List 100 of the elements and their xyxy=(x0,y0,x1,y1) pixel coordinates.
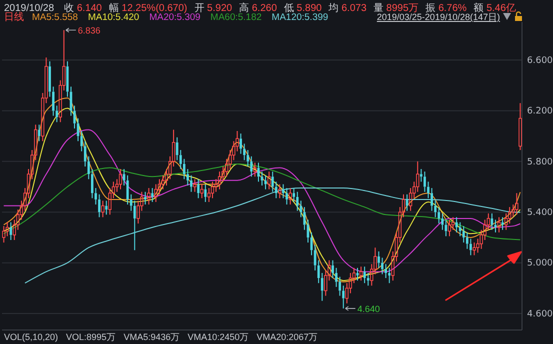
y-tick-label: 6.200 xyxy=(527,106,553,117)
candlestick xyxy=(253,162,257,178)
line-series xyxy=(24,188,521,284)
candlestick xyxy=(136,200,140,224)
candlestick xyxy=(236,130,239,152)
text: 量 8995万 xyxy=(374,3,419,14)
text: MA10:5.420 xyxy=(88,12,140,23)
candlestick xyxy=(250,156,253,178)
candlestick xyxy=(278,184,282,199)
candlestick xyxy=(267,171,271,190)
candlestick xyxy=(151,188,154,202)
text: 高 6.260 xyxy=(239,2,278,14)
candlestick xyxy=(490,212,494,230)
candlestick xyxy=(76,118,80,142)
candlestick xyxy=(381,257,384,275)
text: 幅 12.25%(0.670) xyxy=(108,2,188,14)
candlestick xyxy=(444,219,448,237)
candlestick xyxy=(335,267,338,288)
candlestick xyxy=(56,105,58,123)
text: MA60:5.182 xyxy=(210,12,262,23)
candlestick xyxy=(200,184,204,199)
candlestick xyxy=(476,238,480,254)
candlestick xyxy=(416,160,420,192)
candlestick xyxy=(144,191,146,206)
text: 收 6.140 xyxy=(64,3,102,14)
candlestick xyxy=(118,168,122,190)
candlestick xyxy=(359,266,363,282)
candlestick xyxy=(204,184,207,202)
candlestick xyxy=(424,171,426,192)
candlestick xyxy=(218,171,222,190)
candlestick xyxy=(210,181,214,199)
candlestick xyxy=(133,200,136,251)
candlestick xyxy=(448,219,452,237)
candlestick xyxy=(332,260,334,279)
text: MA20:5.309 xyxy=(149,12,200,23)
candlestick xyxy=(286,188,288,206)
candlestick xyxy=(296,191,299,212)
text: 低 5.890 xyxy=(284,3,322,14)
text: VMA5:9436万 xyxy=(124,332,180,342)
candlestick xyxy=(441,212,444,230)
candlestick xyxy=(512,204,515,218)
y-tick-label: 5.400 xyxy=(527,208,553,218)
candlestick xyxy=(232,140,236,161)
candlestick xyxy=(497,216,501,233)
text: MA120:5.399 xyxy=(272,12,328,23)
y-tick-label: 4.600 xyxy=(527,309,553,320)
text: 额 5.46亿 xyxy=(474,2,516,14)
candlestick xyxy=(6,222,9,237)
candlestick xyxy=(214,178,218,192)
candlestick xyxy=(10,222,12,241)
text: 均 6.073 xyxy=(328,2,367,14)
legend-title: 日线 xyxy=(4,11,24,23)
candlestick xyxy=(282,184,284,199)
candlestick xyxy=(455,216,458,233)
candlestick xyxy=(98,194,100,218)
text: VMA10:2450万 xyxy=(188,332,249,342)
candlestick xyxy=(451,216,455,230)
candlestick xyxy=(101,200,104,218)
candlestick xyxy=(462,226,465,244)
candlestick xyxy=(2,226,6,244)
candlestick xyxy=(292,188,296,202)
candlestick xyxy=(225,158,228,178)
candlestick xyxy=(303,206,306,230)
candlestick xyxy=(504,212,508,230)
y-tick-label: 6.600 xyxy=(527,56,553,66)
candlestick xyxy=(193,178,196,192)
candlestick xyxy=(108,188,112,216)
text: VOL(5,10,20) xyxy=(4,332,58,342)
candlestick xyxy=(147,188,150,206)
candlestick xyxy=(161,174,165,190)
text: 振 6.76% xyxy=(426,2,467,14)
candlestick xyxy=(458,222,462,237)
candlestick xyxy=(472,242,476,256)
candlestick xyxy=(378,250,380,268)
candlestick xyxy=(434,200,437,218)
candlestick xyxy=(228,150,232,170)
candlestick xyxy=(207,188,211,202)
candlestick xyxy=(243,143,246,161)
candlestick xyxy=(154,184,158,202)
candlestick xyxy=(176,136,178,161)
candlestick xyxy=(470,238,472,256)
candlestick xyxy=(366,272,370,286)
candlestick xyxy=(363,266,366,284)
candlestick xyxy=(384,264,388,279)
candlestick xyxy=(126,174,129,206)
candlestick xyxy=(438,206,440,224)
candlestick xyxy=(240,133,242,154)
candlestick xyxy=(182,158,186,180)
candlestick xyxy=(190,174,192,192)
candlestick xyxy=(221,166,225,182)
candlestick xyxy=(66,60,69,98)
candlestick xyxy=(466,232,468,250)
candlestick xyxy=(38,124,40,142)
text: MA5:5.558 xyxy=(32,12,78,23)
candlestick xyxy=(483,219,486,241)
text: VMA20:2067万 xyxy=(256,332,318,342)
annotation: 6.836 xyxy=(78,26,100,36)
annotation: 4.640 xyxy=(357,304,380,314)
text: VOL:8995万 xyxy=(66,332,116,342)
candlestick xyxy=(342,285,345,309)
